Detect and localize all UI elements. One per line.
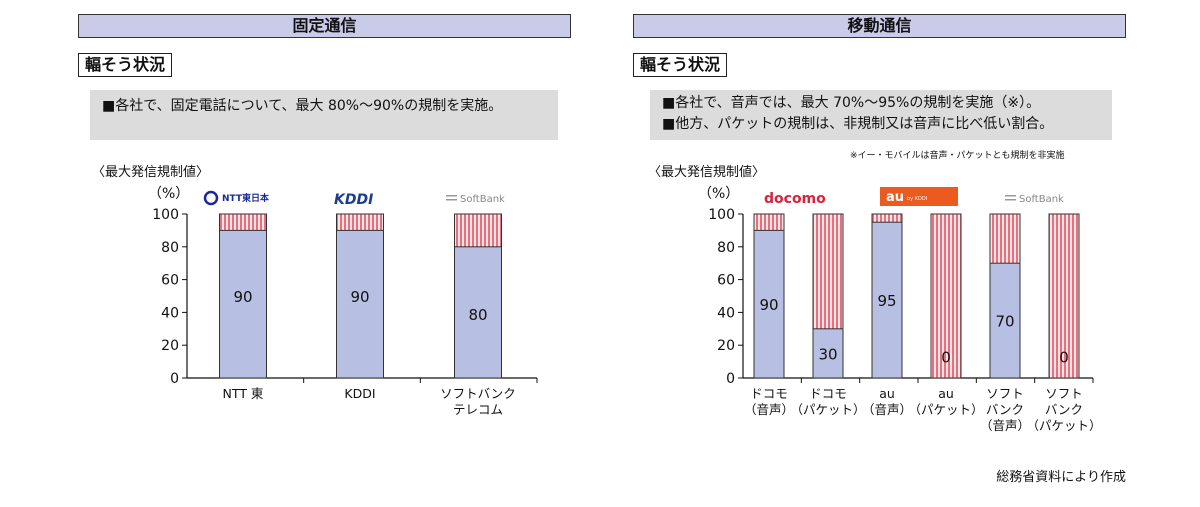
bar-value (989, 262, 1021, 379)
mobile-subhead: 輻そう状況 (633, 53, 728, 77)
source-note: 総務省資料により作成 (996, 470, 1126, 485)
softbank-logo-mobile-text: SoftBank (1019, 194, 1064, 205)
category-label: （音声） (862, 402, 912, 417)
fixed-subhead: 輻そう状況 (78, 53, 173, 77)
category-label: NTT 東 (223, 386, 264, 401)
bar-value (336, 229, 384, 379)
bar-value (454, 246, 502, 379)
fixed-panel-header: 固定通信 (78, 14, 571, 38)
bar-value (812, 328, 844, 379)
y-tick-label: 60 (717, 273, 735, 289)
bar-value-label: 90 (759, 296, 778, 314)
y-tick-label: 80 (717, 240, 735, 256)
au-logo: au by KDDI (880, 187, 958, 206)
fixed-note-box: ■各社で、固定電話について、最大 80%～90%の規制を実施。 (90, 90, 558, 140)
ntt-logo: NTT東日本 (203, 190, 270, 206)
category-label: ソフト (986, 386, 1024, 401)
mobile-note-box: ■各社で、音声では、最大 70%～95%の規制を実施（※）。 ■他方、パケットの… (650, 90, 1112, 140)
fixed-note-1: ■各社で、固定電話について、最大 80%～90%の規制を実施。 (102, 98, 503, 114)
y-tick-label: 40 (717, 305, 735, 321)
y-tick-label: 0 (170, 371, 179, 387)
bar-value (871, 221, 903, 379)
bar-value-label: 70 (995, 313, 1014, 331)
category-label: ソフトバンク (440, 386, 516, 401)
category-label: （パケット） (1026, 418, 1101, 433)
bar-value-label: 0 (1059, 348, 1069, 366)
category-label: バンク (1045, 402, 1083, 417)
y-tick-label: 20 (161, 338, 179, 354)
softbank-logo-mobile: SoftBank (1005, 194, 1064, 205)
y-tick-label: 100 (708, 207, 735, 223)
bar-value-label: 90 (233, 288, 252, 306)
bar-value-label: 0 (941, 348, 951, 366)
fixed-unit-label: （%） (148, 186, 189, 202)
fixed-chart-label: 〈最大発信規制値〉 (92, 165, 210, 180)
y-tick-label: 40 (161, 305, 179, 321)
softbank-logo-fixed: SoftBank (446, 194, 505, 205)
y-tick-label: 80 (161, 240, 179, 256)
au-logo-suffix: by KDDI (907, 196, 927, 202)
mobile-note-1: ■各社で、音声では、最大 70%～95%の規制を実施（※）。 (662, 95, 1041, 111)
kddi-logo-text: KDDI (334, 192, 373, 208)
category-label: au (879, 386, 895, 401)
category-label: （音声） (980, 418, 1030, 433)
docomo-logo: docomo (764, 191, 826, 207)
mobile-unit-label: （%） (698, 186, 739, 202)
mobile-panel-header: 移動通信 (633, 14, 1126, 38)
y-tick-label: 20 (717, 338, 735, 354)
category-label: （パケット） (790, 402, 865, 417)
category-label: ドコモ (809, 386, 847, 401)
softbank-logo-fixed-text: SoftBank (460, 194, 505, 205)
bar-value-label: 80 (468, 306, 487, 324)
bar-value-label: 90 (350, 288, 369, 306)
category-label: ソフト (1045, 386, 1083, 401)
y-tick-label: 60 (161, 273, 179, 289)
category-label: ドコモ (750, 386, 788, 401)
bar-restricted-part (1048, 213, 1080, 379)
mobile-footnote: ※イー・モバイルは音声・パケットとも規制を非実施 (850, 151, 1065, 161)
y-tick-label: 100 (152, 207, 179, 223)
kddi-logo: KDDI (334, 192, 373, 208)
docomo-logo-text: docomo (764, 191, 826, 207)
category-label: （音声） (744, 402, 794, 417)
y-tick-label: 0 (726, 371, 735, 387)
bar-value-label: 95 (877, 292, 896, 310)
category-label: バンク (986, 402, 1024, 417)
mobile-chart-label: 〈最大発信規制値〉 (648, 165, 766, 180)
mobile-note-2: ■他方、パケットの規制は、非規制又は音声に比べ低い割合。 (662, 116, 1054, 132)
mobile-chart: 02040608010090ドコモ（音声）30ドコモ（パケット）95au（音声）… (708, 207, 1101, 433)
category-label: （パケット） (908, 402, 983, 417)
bar-value (753, 229, 785, 379)
bar-value-label: 30 (818, 345, 837, 363)
bar-value (219, 229, 267, 379)
category-label: KDDI (344, 386, 375, 401)
category-label: テレコム (453, 402, 503, 417)
bar-restricted-part (930, 213, 962, 379)
ntt-logo-text: NTT東日本 (222, 192, 270, 204)
au-logo-text: au (886, 190, 904, 205)
category-label: au (938, 386, 954, 401)
